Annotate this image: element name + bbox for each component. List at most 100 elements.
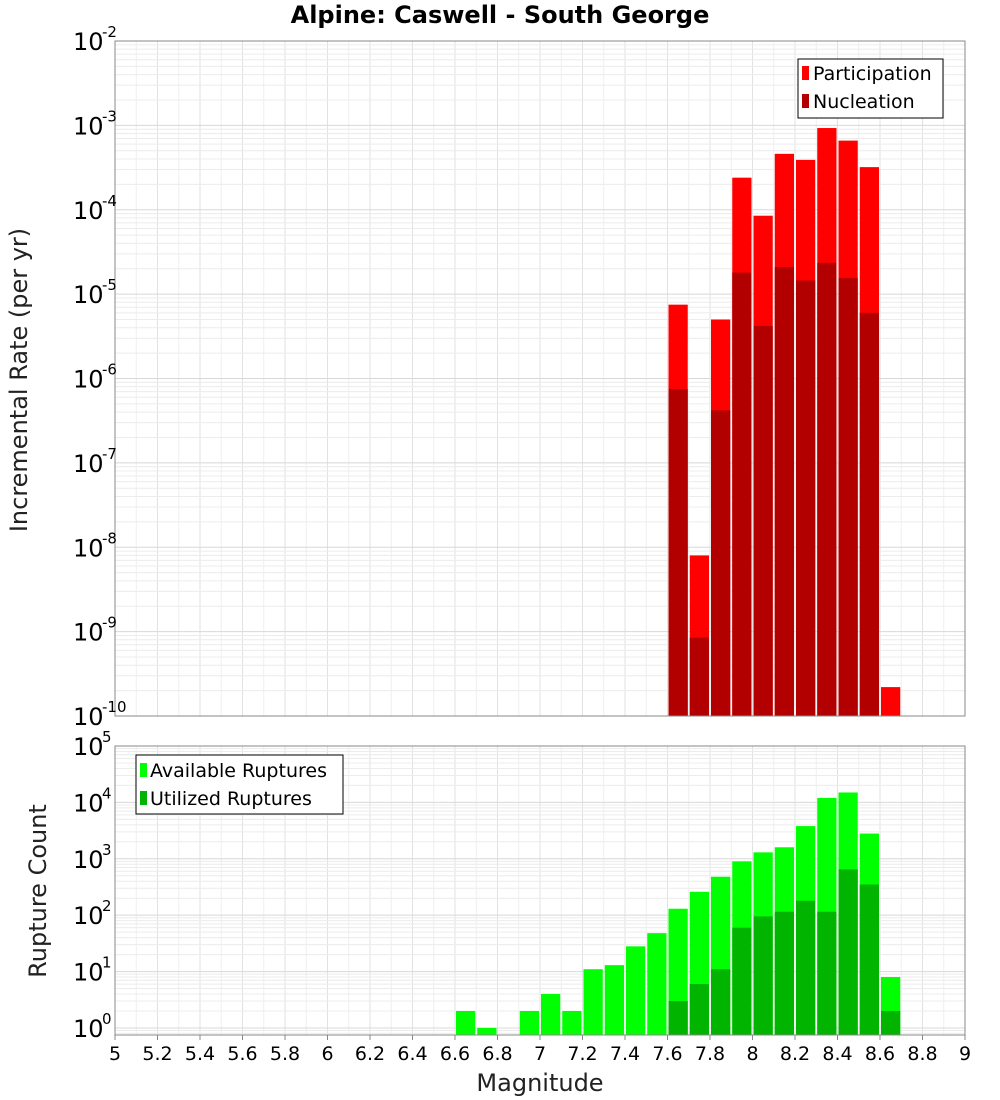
rupture-plot-legend: Available Ruptures Utilized Ruptures [135,754,344,815]
rate-plot-y-tick-exponent: -7 [102,445,117,463]
bar-available-ruptures [477,1027,497,1035]
rate-plot-y-tick-exponent: -4 [102,192,117,210]
x-tick-label: 5.8 [270,1043,300,1065]
bar-nucleation [732,272,752,716]
bar-available-ruptures [604,965,624,1035]
rate-plot-y-tick-exponent: -5 [102,276,117,294]
rate-plot-y-axis-label: Incremental Rate (per yr) [5,228,33,532]
rupture-plot-y-tick-label: 10 [73,959,104,987]
bar-utilized-ruptures [753,916,773,1035]
x-tick-label: 5.2 [142,1043,172,1065]
x-tick-label: 6.8 [482,1043,512,1065]
x-tick-label: 8.2 [780,1043,810,1065]
bar-available-ruptures [583,969,603,1035]
rate-plot-y-tick-exponent: -9 [102,614,117,632]
rate-plot-legend-box [797,58,944,119]
bar-utilized-ruptures [668,1001,688,1035]
rate-plot-y-tick-label: 10 [73,197,104,225]
x-tick-label: 6.6 [440,1043,470,1065]
rupture-plot-y-axis-label: Rupture Count [24,804,52,978]
rate-plot-y-tick-label: 10 [73,703,104,731]
rupture-plot-y-tick-label: 10 [73,733,104,761]
rate-plot-y-tick-label: 10 [73,619,104,647]
rupture-plot-y-tick-exponent: 0 [102,1010,112,1028]
rupture-plot-y-tick-exponent: 1 [102,954,112,972]
legend-swatch-nucleation [802,94,809,108]
x-tick-label: 9 [959,1043,971,1065]
x-tick-label: 6.4 [397,1043,427,1065]
rate-plot-y-tick-exponent: -2 [102,23,117,41]
chart-title: Alpine: Caswell - South George [291,1,710,29]
bar-utilized-ruptures [732,927,752,1035]
bar-utilized-ruptures [881,1010,901,1035]
rate-plot-bars [668,128,901,717]
rate-plot-y-tick-exponent: -3 [102,107,117,125]
rupture-plot-x-ticks: 5 5.2 5.4 5.6 5.8 6 6.2 6.4 6.6 6.8 7 7.2 7.4 7.6 7.8 8… [109,1035,971,1065]
x-tick-label: 7.6 [652,1043,682,1065]
legend-label-participation: Participation [813,63,932,85]
bar-nucleation [668,389,688,716]
bar-nucleation [711,410,731,716]
x-tick-label: 7.8 [695,1043,725,1065]
bar-utilized-ruptures [838,869,858,1035]
x-tick-label: 8 [746,1043,758,1065]
x-tick-label: 7.4 [610,1043,640,1065]
rupture-plot-legend-box [135,754,344,815]
bar-nucleation [859,312,879,716]
x-tick-label: 7 [534,1043,546,1065]
rupture-plot-y-tick-exponent: 4 [102,784,112,802]
rupture-plot-y-tick-label: 10 [73,846,104,874]
legend-swatch-available-ruptures [140,763,147,777]
x-tick-label: 6.2 [355,1043,385,1065]
rupture-plot-y-tick-label: 10 [73,902,104,930]
rate-plot-y-tick-label: 10 [73,366,104,394]
x-axis-label: Magnitude [476,1069,603,1097]
rupture-plot-y-tick-label: 10 [73,1015,104,1043]
bar-nucleation [774,266,794,716]
rate-plot-frame [114,40,966,717]
x-tick-label: 5.4 [185,1043,215,1065]
rupture-plot-y-tick-label: 10 [73,789,104,817]
rupture-plot-y-tick-exponent: 5 [102,728,112,746]
legend-label-utilized-ruptures: Utilized Ruptures [150,788,312,810]
legend-label-available-ruptures: Available Ruptures [150,760,327,782]
x-tick-label: 8.4 [822,1043,852,1065]
bar-nucleation [817,262,837,716]
rate-plot-y-tick-exponent: -6 [102,361,117,379]
rate-plot-legend: Participation Nucleation [797,58,944,119]
x-tick-label: 6 [321,1043,333,1065]
x-tick-label: 7.2 [567,1043,597,1065]
bar-nucleation [796,280,816,716]
rate-plot-y-tick-exponent: -10 [102,698,127,716]
rate-plot-y-tick-label: 10 [73,28,104,56]
rate-plot-grid [114,40,966,717]
bar-available-ruptures [541,994,561,1035]
rate-plot-y-tick-label: 10 [73,112,104,140]
bar-participation [881,687,901,716]
bar-utilized-ruptures [817,911,837,1035]
bar-nucleation [753,325,773,716]
rupture-plot-bars [456,792,901,1035]
bar-available-ruptures [626,946,646,1035]
bar-utilized-ruptures [774,911,794,1035]
bar-available-ruptures [647,933,667,1035]
legend-swatch-utilized-ruptures [140,791,147,805]
bar-utilized-ruptures [711,969,731,1035]
bar-nucleation [689,637,709,716]
bar-utilized-ruptures [689,984,709,1035]
x-tick-label: 8.8 [907,1043,937,1065]
rate-plot-y-tick-exponent: -8 [102,529,117,547]
rupture-plot-y-tick-exponent: 3 [102,841,112,859]
bar-available-ruptures [519,1010,539,1035]
bar-available-ruptures [562,1010,582,1035]
rate-plot-y-tick-label: 10 [73,450,104,478]
bar-utilized-ruptures [796,900,816,1035]
rupture-plot-y-tick-exponent: 2 [102,897,112,915]
x-tick-label: 5.6 [227,1043,257,1065]
x-tick-label: 8.6 [865,1043,895,1065]
